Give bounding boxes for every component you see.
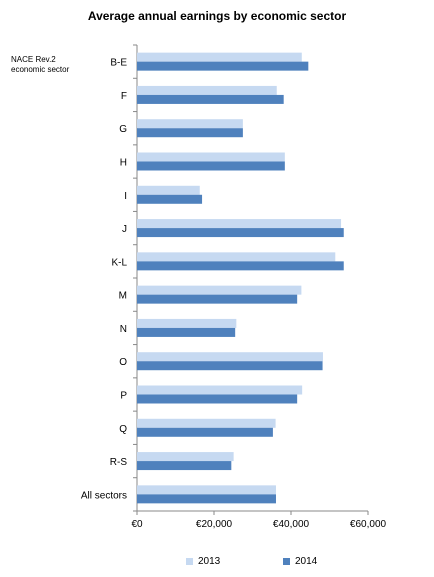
legend-label-2013: 2013 [198, 556, 221, 567]
bar-2014-o [137, 361, 323, 371]
bar-2014-k-l [137, 261, 344, 271]
legend-item-2014: 2014 [283, 556, 317, 567]
category-label: Q [119, 424, 127, 435]
category-label: B-E [110, 58, 127, 69]
bar-2013-b-e [137, 52, 302, 62]
bar-2014-all-sectors [137, 494, 276, 504]
bar-2014-m [137, 294, 298, 304]
chart-title: Average annual earnings by economic sect… [87, 9, 347, 23]
bar-2013-k-l [137, 252, 336, 262]
category-label: G [119, 124, 127, 135]
legend-swatch-2014 [283, 558, 290, 565]
category-label: F [121, 91, 127, 102]
category-label: K-L [111, 257, 127, 268]
bar-2013-o [137, 352, 323, 362]
bar-2014-q [137, 427, 273, 437]
category-label: O [119, 357, 127, 368]
y-axis-title-line: NACE Rev.2 [11, 55, 56, 64]
category-label: M [119, 291, 127, 302]
category-label: N [120, 324, 127, 335]
bar-2014-i [137, 194, 203, 204]
y-axis-title-line: economic sector [11, 65, 70, 74]
bar-2013-i [137, 185, 200, 195]
x-tick-label: €60,000 [350, 519, 387, 530]
x-tick-label: €0 [131, 519, 143, 530]
x-tick-label: €20,000 [196, 519, 233, 530]
category-label: H [120, 158, 127, 169]
bar-2013-m [137, 285, 302, 295]
y-axis-title: NACE Rev.2 economic sector [11, 55, 69, 75]
bar-2013-h [137, 152, 285, 162]
category-label: I [124, 191, 127, 202]
bar-2013-n [137, 318, 237, 328]
legend-label-2014: 2014 [295, 556, 318, 567]
bar-2013-q [137, 418, 276, 428]
bar-2013-p [137, 385, 303, 395]
bar-2013-f [137, 85, 277, 95]
bar-2013-j [137, 219, 342, 229]
category-label: P [120, 391, 127, 402]
legend-item-2013: 2013 [186, 556, 220, 567]
category-label: J [122, 224, 127, 235]
bar-2013-g [137, 119, 243, 129]
x-tick-label: €40,000 [273, 519, 310, 530]
legend-swatch-2013 [186, 558, 193, 565]
bar-2013-all-sectors [137, 485, 276, 495]
bar-2014-f [137, 94, 284, 104]
bar-2014-n [137, 327, 236, 337]
bar-2014-b-e [137, 61, 309, 71]
bar-2014-p [137, 394, 298, 404]
bar-2014-g [137, 128, 243, 138]
bar-2014-h [137, 161, 285, 171]
category-label: All sectors [81, 490, 127, 501]
bar-2013-r-s [137, 452, 234, 462]
bar-2014-r-s [137, 461, 232, 471]
bar-2014-j [137, 228, 344, 238]
category-label: R-S [110, 457, 128, 468]
